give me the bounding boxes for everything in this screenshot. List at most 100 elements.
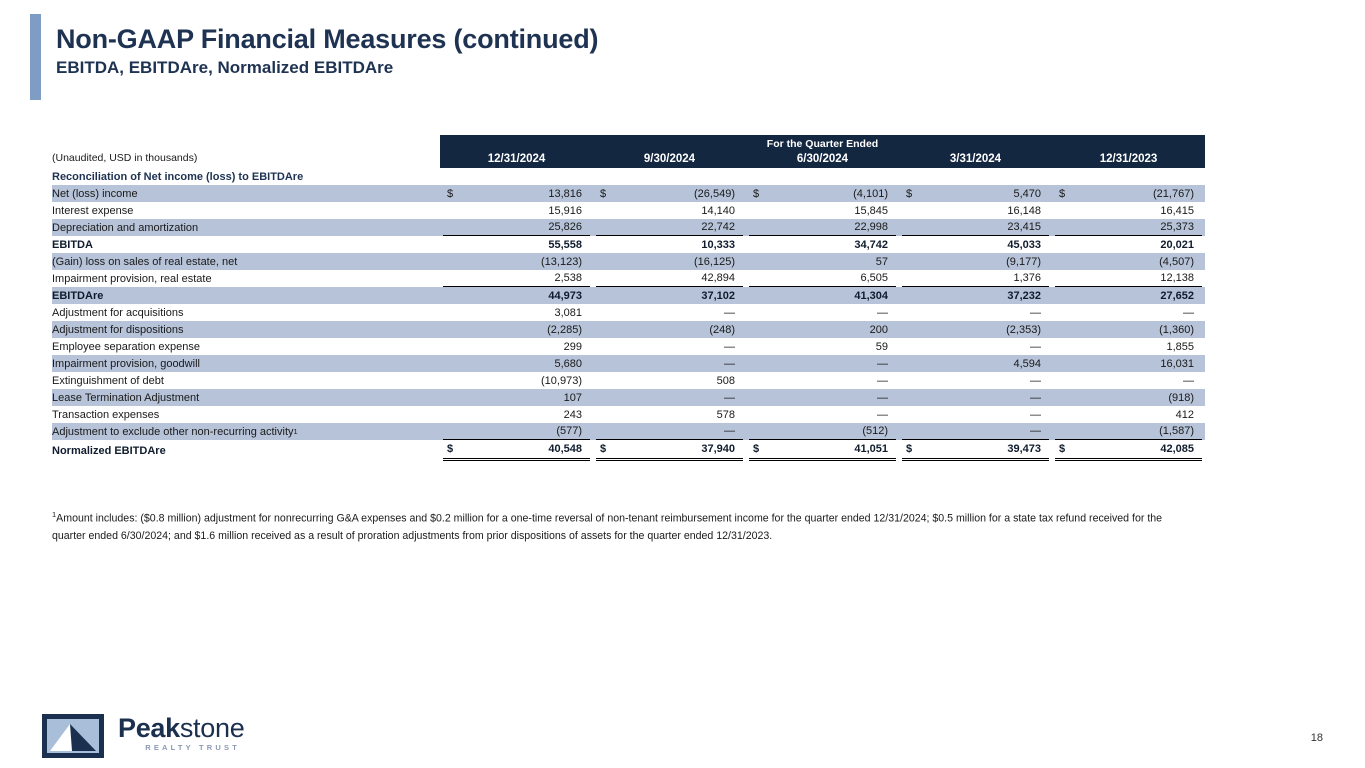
cell-value: 55,558 [548, 238, 582, 251]
cell-value: (16,125) [694, 255, 735, 268]
value-cell: 41,304 [746, 287, 899, 304]
value-cell: — [1052, 372, 1205, 389]
cell-value: — [1030, 408, 1041, 421]
row-label: (Gain) loss on sales of real estate, net [52, 255, 238, 268]
cell-value: 44,973 [548, 289, 582, 302]
value-cell: — [899, 423, 1052, 440]
cell-value: 37,102 [701, 289, 735, 302]
cell-value: 39,473 [1007, 443, 1041, 455]
cell-value: 25,373 [1160, 221, 1194, 233]
value-cell: 16,031 [1052, 355, 1205, 372]
value-cell: (2,353) [899, 321, 1052, 338]
table-row: EBITDA 55,558 10,333 34,742 45,033 20,021 [52, 236, 1205, 253]
cell-value: 25,826 [548, 221, 582, 233]
cell-value: (577) [556, 425, 582, 437]
value-cell: — [899, 389, 1052, 406]
dollar-sign: $ [447, 187, 454, 200]
cell-value: (2,353) [1006, 323, 1041, 336]
cell-value: 45,033 [1007, 238, 1041, 251]
table-row: Lease Termination Adjustment 107 — — — (918) [52, 389, 1205, 406]
table-row: Transaction expenses 243 578 — — 412 [52, 406, 1205, 423]
cell-value: (918) [1168, 391, 1194, 404]
cell-value: — [1183, 306, 1194, 319]
value-cell: 22,742 [593, 219, 746, 236]
table-row: EBITDAre 44,973 37,102 41,304 37,232 27,652 [52, 287, 1205, 304]
row-label: Transaction expenses [52, 408, 160, 421]
row-label: Normalized EBITDAre [52, 444, 166, 457]
cell-value: 23,415 [1007, 221, 1041, 233]
dollar-sign: $ [753, 443, 760, 455]
cell-value: — [877, 306, 888, 319]
cell-value: (9,177) [1006, 255, 1041, 268]
date-columns: 12/31/2024 9/30/2024 6/30/2024 3/31/2024 12/… [440, 149, 1205, 168]
cell-value: 37,232 [1007, 289, 1041, 302]
value-cell: 14,140 [593, 202, 746, 219]
cell-value: (1,360) [1159, 323, 1194, 336]
cell-value: 4,594 [1013, 357, 1041, 370]
value-cell: 412 [1052, 406, 1205, 423]
value-cell: — [899, 372, 1052, 389]
value-cell: $5,470 [899, 185, 1052, 202]
cell-value: 200 [869, 323, 888, 336]
value-cell: 57 [746, 253, 899, 270]
value-cell: 55,558 [440, 236, 593, 253]
cell-value: 2,538 [554, 272, 582, 284]
value-cell: 42,894 [593, 270, 746, 287]
cell-value: (4,507) [1159, 255, 1194, 268]
cell-value: — [877, 408, 888, 421]
value-cell: 578 [593, 406, 746, 423]
cell-value: 42,085 [1160, 443, 1194, 455]
value-cell: — [593, 355, 746, 372]
cell-value: — [724, 306, 735, 319]
cell-value: 41,051 [854, 443, 888, 455]
value-cell: — [593, 338, 746, 355]
value-cell: 299 [440, 338, 593, 355]
value-cell: 25,373 [1052, 219, 1205, 236]
quarter-header-band: For the Quarter Ended 12/31/2024 9/30/202… [440, 135, 1205, 168]
value-cell: 3,081 [440, 304, 593, 321]
cell-value: — [724, 425, 735, 437]
row-label: EBITDA [52, 238, 93, 251]
cell-value: 299 [563, 340, 582, 353]
cell-value: — [1030, 425, 1041, 437]
dollar-sign: $ [1059, 187, 1066, 200]
row-label: Extinguishment of debt [52, 374, 164, 387]
value-cell: $37,940 [593, 440, 746, 461]
table-row: Net (loss) income $13,816 $ (26,549) $ (4,101… [52, 185, 1205, 202]
cell-value: 1,376 [1013, 272, 1041, 284]
cell-value: 508 [716, 374, 735, 387]
value-cell: $39,473 [899, 440, 1052, 461]
dollar-sign: $ [906, 443, 913, 455]
row-label: EBITDAre [52, 289, 104, 302]
value-cell: $41,051 [746, 440, 899, 461]
value-cell: — [593, 304, 746, 321]
value-cell: 20,021 [1052, 236, 1205, 253]
table-row: Employee separation expense 299 — 59 — 1,855 [52, 338, 1205, 355]
value-cell: (1,360) [1052, 321, 1205, 338]
value-cell: — [746, 355, 899, 372]
dollar-sign: $ [447, 443, 454, 455]
row-label: Impairment provision, real estate [52, 272, 212, 285]
cell-value: — [1183, 374, 1194, 387]
value-cell: (577) [440, 423, 593, 440]
cell-value: 107 [563, 391, 582, 404]
section-label: Reconciliation of Net income (loss) to E… [52, 170, 304, 183]
cell-value: (1,587) [1159, 425, 1194, 437]
table-row: Impairment provision, goodwill 5,680 — — 4,5… [52, 355, 1205, 372]
cell-value: 42,894 [701, 272, 735, 284]
value-cell: 243 [440, 406, 593, 423]
table-row: Adjustment to exclude other non-recurrin… [52, 423, 1205, 440]
section-row: Reconciliation of Net income (loss) to E… [52, 168, 1205, 185]
value-cell: — [746, 304, 899, 321]
accent-bar [30, 14, 41, 100]
value-cell: 5,680 [440, 355, 593, 372]
value-cell: 59 [746, 338, 899, 355]
cell-value: 16,148 [1007, 204, 1041, 217]
row-label: Adjustment to exclude other non-recurrin… [52, 425, 298, 438]
value-cell: $13,816 [440, 185, 593, 202]
value-cell: — [746, 372, 899, 389]
value-cell: — [593, 423, 746, 440]
value-cell: — [593, 389, 746, 406]
value-cell: (248) [593, 321, 746, 338]
